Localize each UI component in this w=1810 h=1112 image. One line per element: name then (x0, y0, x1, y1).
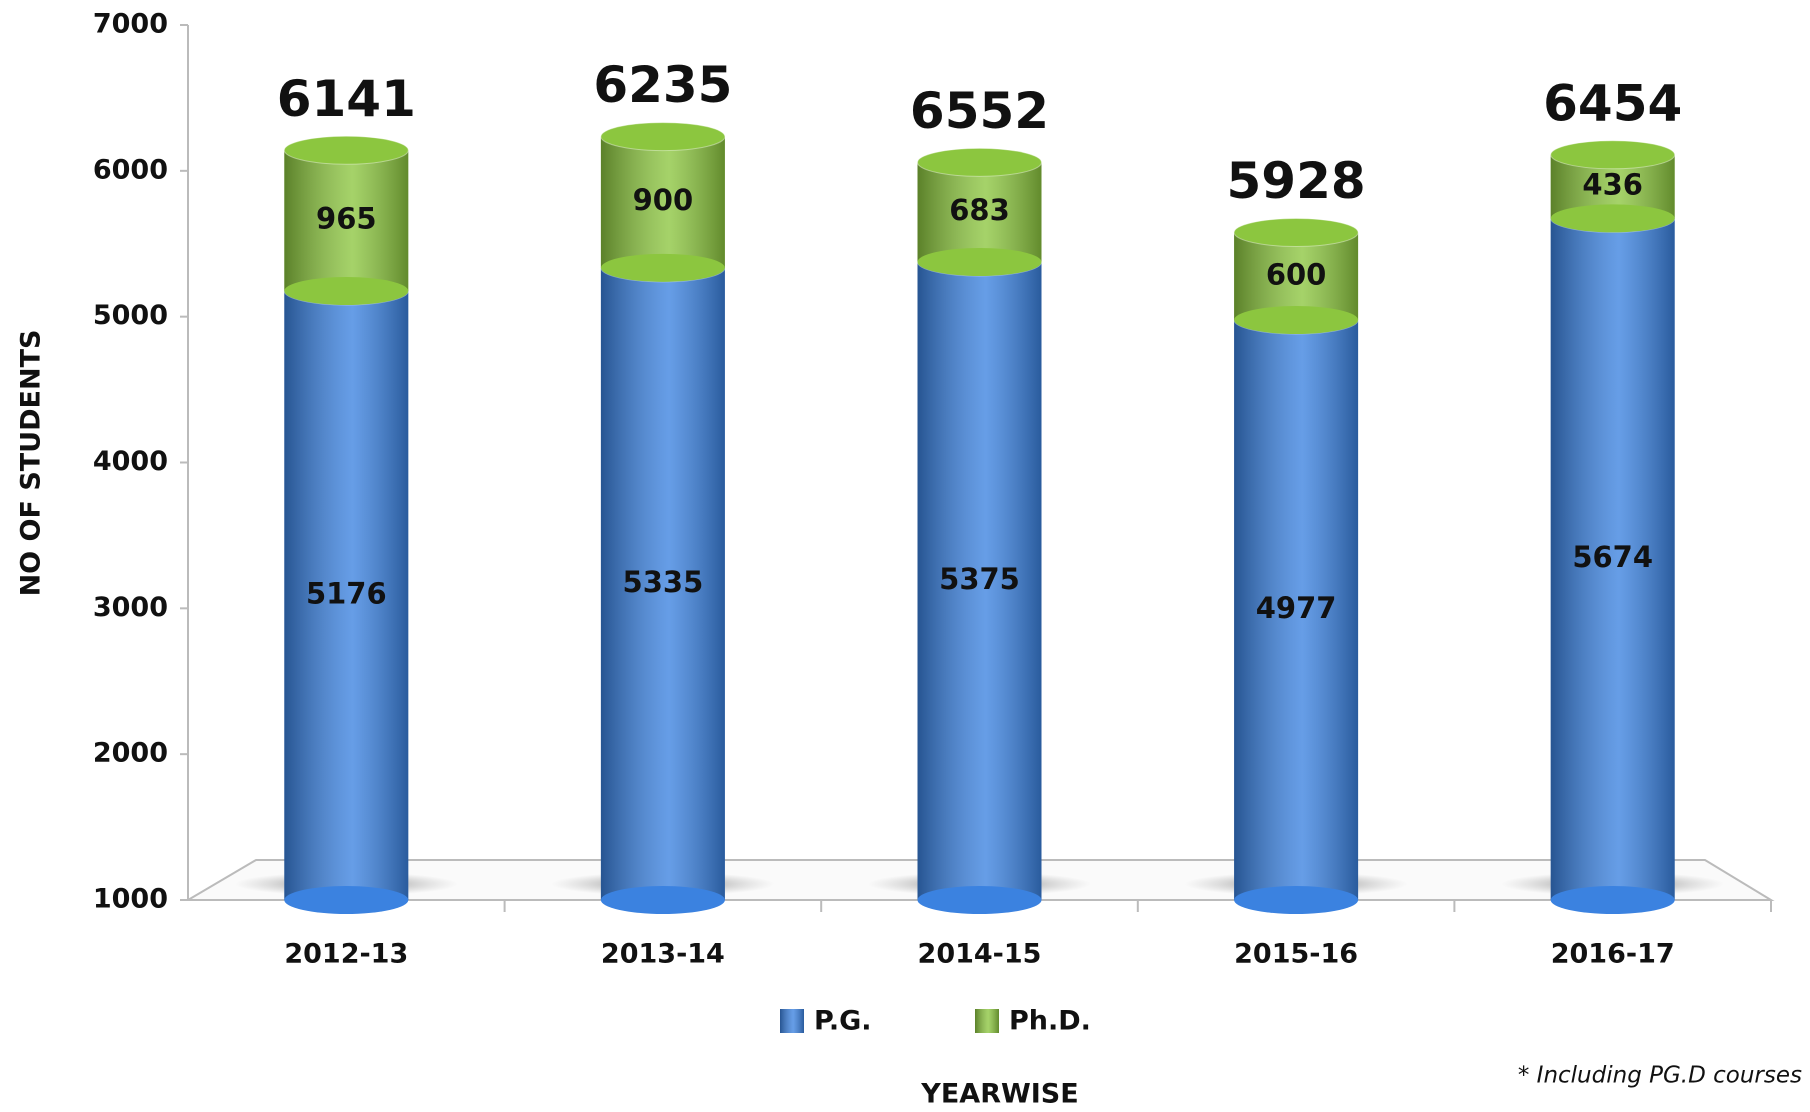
bar-base (1550, 204, 1675, 233)
y-tick-label: 5000 (93, 300, 168, 331)
bar-top (600, 122, 726, 152)
total-label: 6141 (277, 70, 416, 128)
shading (917, 261, 1042, 901)
bar-base (917, 247, 1042, 276)
shading (600, 267, 725, 900)
value-label: 5375 (939, 562, 1020, 596)
value-label: 965 (316, 202, 377, 236)
bar-base (284, 277, 409, 305)
shading (1234, 232, 1359, 321)
shading (917, 162, 1042, 262)
x-tick-label: 2014-15 (918, 939, 1042, 970)
x-tick-label: 2015-16 (1234, 939, 1358, 970)
shading (600, 136, 725, 268)
value-label: 683 (949, 193, 1010, 227)
bar-top (1550, 140, 1676, 170)
value-label: 4977 (1256, 591, 1337, 625)
footnote: * Including PG.D courses (1518, 1063, 1802, 1089)
y-tick-label: 1000 (93, 884, 168, 915)
shading (284, 150, 409, 291)
bar-top (283, 135, 409, 165)
y-tick-label: 7000 (93, 9, 168, 40)
bar-base (1550, 886, 1675, 914)
total-label: 6552 (910, 82, 1049, 140)
value-label: 5176 (306, 577, 387, 611)
shading (1234, 320, 1359, 900)
y-axis-title: NO OF STUDENTS (16, 330, 47, 597)
y-tick-label: 2000 (93, 738, 168, 769)
legend-label: P.G. (814, 1006, 872, 1037)
legend-shading (975, 1009, 999, 1033)
y-tick-label: 4000 (93, 446, 168, 477)
value-label: 600 (1266, 257, 1327, 291)
y-tick-label: 6000 (93, 154, 168, 185)
value-label: 900 (633, 183, 694, 217)
x-tick-label: 2012-13 (284, 939, 408, 970)
bar-top (1233, 218, 1359, 248)
x-tick-label: 2016-17 (1551, 939, 1675, 970)
total-label: 6235 (593, 56, 732, 114)
y-tick-label: 3000 (93, 592, 168, 623)
bar-base (600, 253, 725, 282)
bar-base (1234, 886, 1359, 914)
shading (284, 291, 409, 900)
x-tick-label: 2013-14 (601, 939, 725, 970)
shading (1550, 218, 1675, 900)
bar-base (1234, 306, 1359, 335)
value-label: 5335 (623, 565, 704, 599)
bar-base (917, 886, 1042, 914)
bar-base (600, 886, 725, 914)
value-label: 436 (1582, 168, 1643, 202)
total-label: 5928 (1227, 152, 1366, 210)
total-label: 6454 (1543, 74, 1682, 132)
legend-shading (780, 1009, 804, 1033)
legend-label: Ph.D. (1009, 1006, 1091, 1037)
value-label: 5674 (1572, 540, 1653, 574)
bar-top (917, 147, 1042, 177)
bar-base (284, 886, 409, 914)
x-axis-title: YEARWISE (920, 1079, 1078, 1110)
